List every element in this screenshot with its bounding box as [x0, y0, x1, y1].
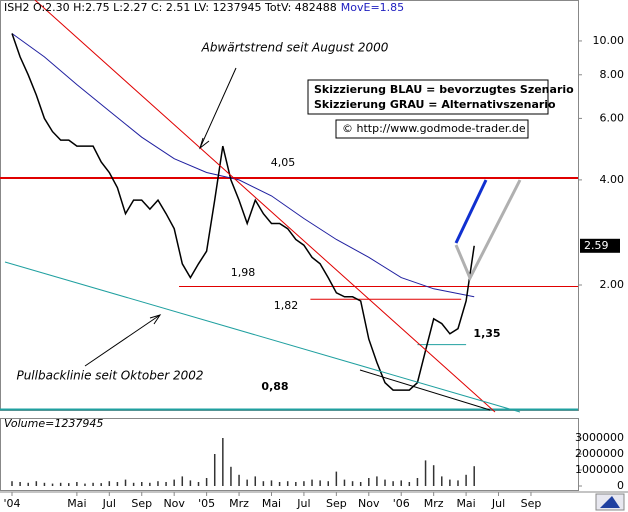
- volume-tick-label: 3000000: [575, 431, 624, 444]
- x-tick-label: Mrz: [424, 497, 444, 510]
- price-line: [11, 33, 475, 391]
- blue-scenario: [454, 179, 488, 244]
- moving-average: [11, 33, 475, 298]
- y-tick-label: 6.00: [600, 111, 625, 124]
- level-label: 1,82: [274, 299, 299, 312]
- x-tick-label: Mai: [456, 497, 475, 510]
- x-tick-label: Mrz: [229, 497, 249, 510]
- x-tick-label: Jul: [491, 497, 505, 510]
- level-label: 0,88: [261, 380, 288, 393]
- price-frame: [0, 0, 579, 411]
- header-symbol: ISH2: [4, 1, 30, 14]
- x-tick-label: '06: [393, 497, 410, 510]
- volume-label: Volume=1237945: [4, 417, 103, 430]
- y-tick-label: 4.00: [600, 173, 625, 186]
- note: Skizzierung GRAU = Alternativszenario: [314, 98, 556, 111]
- x-tick-label: Nov: [358, 497, 380, 510]
- last-price: 2.59: [584, 239, 609, 252]
- arrow: [199, 67, 237, 149]
- level-label: 1,35: [473, 327, 500, 340]
- note: Skizzierung BLAU = bevorzugtes Szenario: [314, 83, 574, 96]
- level-label: 4,05: [271, 156, 296, 169]
- x-tick-label: Sep: [326, 497, 347, 510]
- note-box: [307, 79, 549, 115]
- x-tick-label: Nov: [163, 497, 185, 510]
- volume-tick-label: 0: [617, 479, 624, 492]
- gray-scenario: [454, 179, 522, 282]
- header-quote: O:2.30 H:2.75 L:2.27 C: 2.51 LV: 1237945…: [30, 1, 337, 14]
- x-tick-label: Mai: [67, 497, 86, 510]
- x-tick-label: Sep: [521, 497, 542, 510]
- arrow: [84, 314, 161, 367]
- logo-icon: [600, 496, 620, 508]
- volume-tick-label: 1000000: [575, 463, 624, 476]
- x-tick-label: Jul: [102, 497, 116, 510]
- x-tick-label: Mai: [262, 497, 281, 510]
- last-price-box: [580, 238, 620, 253]
- volume-tick-label: 2000000: [575, 447, 624, 460]
- copyright: © http://www.godmode-trader.de: [342, 122, 526, 135]
- plot: 2.00 4.00 6.00 8.00 10.00 '04 Mai Jul Sep Nov '05 M…: [0, 33, 625, 510]
- annotation: Abwärtstrend seit August 2000: [201, 41, 389, 55]
- y-tick-label: 2.00: [600, 278, 625, 291]
- header-ma-value: =1.85: [370, 1, 404, 14]
- x-tick-label: Sep: [131, 497, 152, 510]
- y-tick-label: 10.00: [593, 34, 625, 47]
- y-tick-label: 8.00: [600, 68, 625, 81]
- header: ISH2 O:2.30 H:2.75 L:2.27 C: 2.51 LV: 12…: [4, 1, 404, 14]
- x-tick-label: '05: [198, 497, 215, 510]
- support-line: [359, 369, 491, 411]
- arrow-head: [149, 314, 162, 325]
- x-tick-label: '04: [3, 497, 20, 510]
- pullback-line: [4, 261, 521, 413]
- level-label: 1,98: [231, 266, 256, 279]
- downtrend-line: [34, 0, 496, 413]
- header-ma: MovE: [341, 1, 371, 14]
- annotation: Pullbacklinie seit Oktober 2002: [16, 369, 203, 383]
- arrow-head: [199, 137, 210, 150]
- x-tick-label: Jul: [296, 497, 310, 510]
- copyright-box: [335, 119, 529, 139]
